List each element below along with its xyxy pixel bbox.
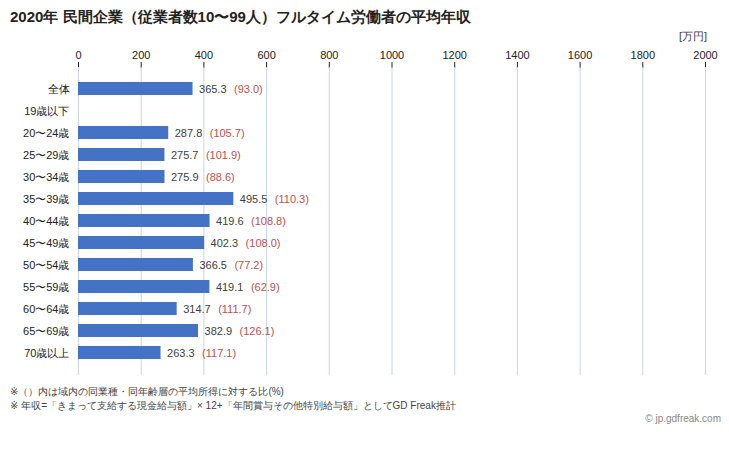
svg-text:(101.9): (101.9) — [206, 149, 241, 161]
svg-text:419.1: 419.1 — [216, 281, 244, 293]
svg-text:55〜59歳: 55〜59歳 — [23, 281, 69, 293]
svg-text:(88.6): (88.6) — [206, 171, 235, 183]
svg-text:(62.9): (62.9) — [251, 281, 280, 293]
svg-text:495.5: 495.5 — [240, 193, 268, 205]
svg-text:419.6: 419.6 — [216, 215, 244, 227]
svg-text:70歳以上: 70歳以上 — [24, 347, 69, 359]
svg-text:(108.0): (108.0) — [246, 237, 281, 249]
svg-text:60〜64歳: 60〜64歳 — [23, 303, 69, 315]
svg-text:35〜39歳: 35〜39歳 — [23, 193, 69, 205]
svg-text:275.9: 275.9 — [171, 171, 199, 183]
svg-text:(111.7): (111.7) — [218, 303, 251, 315]
svg-text:402.3: 402.3 — [211, 237, 239, 249]
svg-text:287.8: 287.8 — [175, 127, 203, 139]
svg-text:45〜49歳: 45〜49歳 — [23, 237, 69, 249]
svg-text:2000: 2000 — [693, 49, 717, 61]
svg-text:1000: 1000 — [380, 49, 404, 61]
svg-text:1600: 1600 — [568, 49, 592, 61]
html-text:※ 年収=「きまって支給する現金給与額」× 12+「年間賞与: ※ 年収=「きまって支給する現金給与額」× 12+「年間賞与その他特別給与額」と… — [10, 400, 456, 411]
svg-text:40〜44歳: 40〜44歳 — [23, 215, 69, 227]
html-text:[万円]: [万円] — [678, 30, 707, 42]
svg-text:(93.0): (93.0) — [234, 83, 263, 95]
svg-text:20〜24歳: 20〜24歳 — [23, 127, 69, 139]
svg-text:25〜29歳: 25〜29歳 — [23, 149, 69, 161]
svg-text:(108.8): (108.8) — [251, 215, 286, 227]
svg-text:382.9: 382.9 — [205, 325, 233, 337]
svg-text:(105.7): (105.7) — [210, 127, 245, 139]
svg-text:366.5: 366.5 — [199, 259, 227, 271]
svg-text:200: 200 — [132, 49, 150, 61]
svg-text:(110.3): (110.3) — [275, 193, 309, 205]
svg-text:19歳以下: 19歳以下 — [24, 105, 69, 117]
html-text:© jp.gdfreak.com: © jp.gdfreak.com — [645, 413, 721, 424]
svg-text:1400: 1400 — [505, 49, 529, 61]
svg-text:(77.2): (77.2) — [234, 259, 263, 271]
svg-text:600: 600 — [257, 49, 275, 61]
svg-text:400: 400 — [195, 49, 213, 61]
svg-text:263.3: 263.3 — [167, 347, 195, 359]
svg-text:275.7: 275.7 — [171, 149, 199, 161]
svg-text:365.3: 365.3 — [199, 83, 227, 95]
html-text:※（）内は域内の同業種・同年齢層の平均所得に対する比(%): ※（）内は域内の同業種・同年齢層の平均所得に対する比(%) — [10, 386, 284, 397]
svg-text:800: 800 — [320, 49, 338, 61]
svg-text:50〜54歳: 50〜54歳 — [23, 259, 69, 271]
svg-text:(126.1): (126.1) — [240, 325, 275, 337]
svg-text:30〜34歳: 30〜34歳 — [23, 171, 69, 183]
svg-text:65〜69歳: 65〜69歳 — [23, 325, 69, 337]
svg-text:314.7: 314.7 — [183, 303, 211, 315]
svg-text:1800: 1800 — [631, 49, 655, 61]
svg-text:(117.1): (117.1) — [202, 347, 236, 359]
svg-text:1200: 1200 — [442, 49, 466, 61]
svg-text:全体: 全体 — [48, 83, 70, 95]
svg-text:0: 0 — [75, 49, 81, 61]
html-text:2020年 民間企業（従業者数10〜99人）フルタイム労働者: 2020年 民間企業（従業者数10〜99人）フルタイム労働者の平均年収 — [10, 8, 471, 25]
